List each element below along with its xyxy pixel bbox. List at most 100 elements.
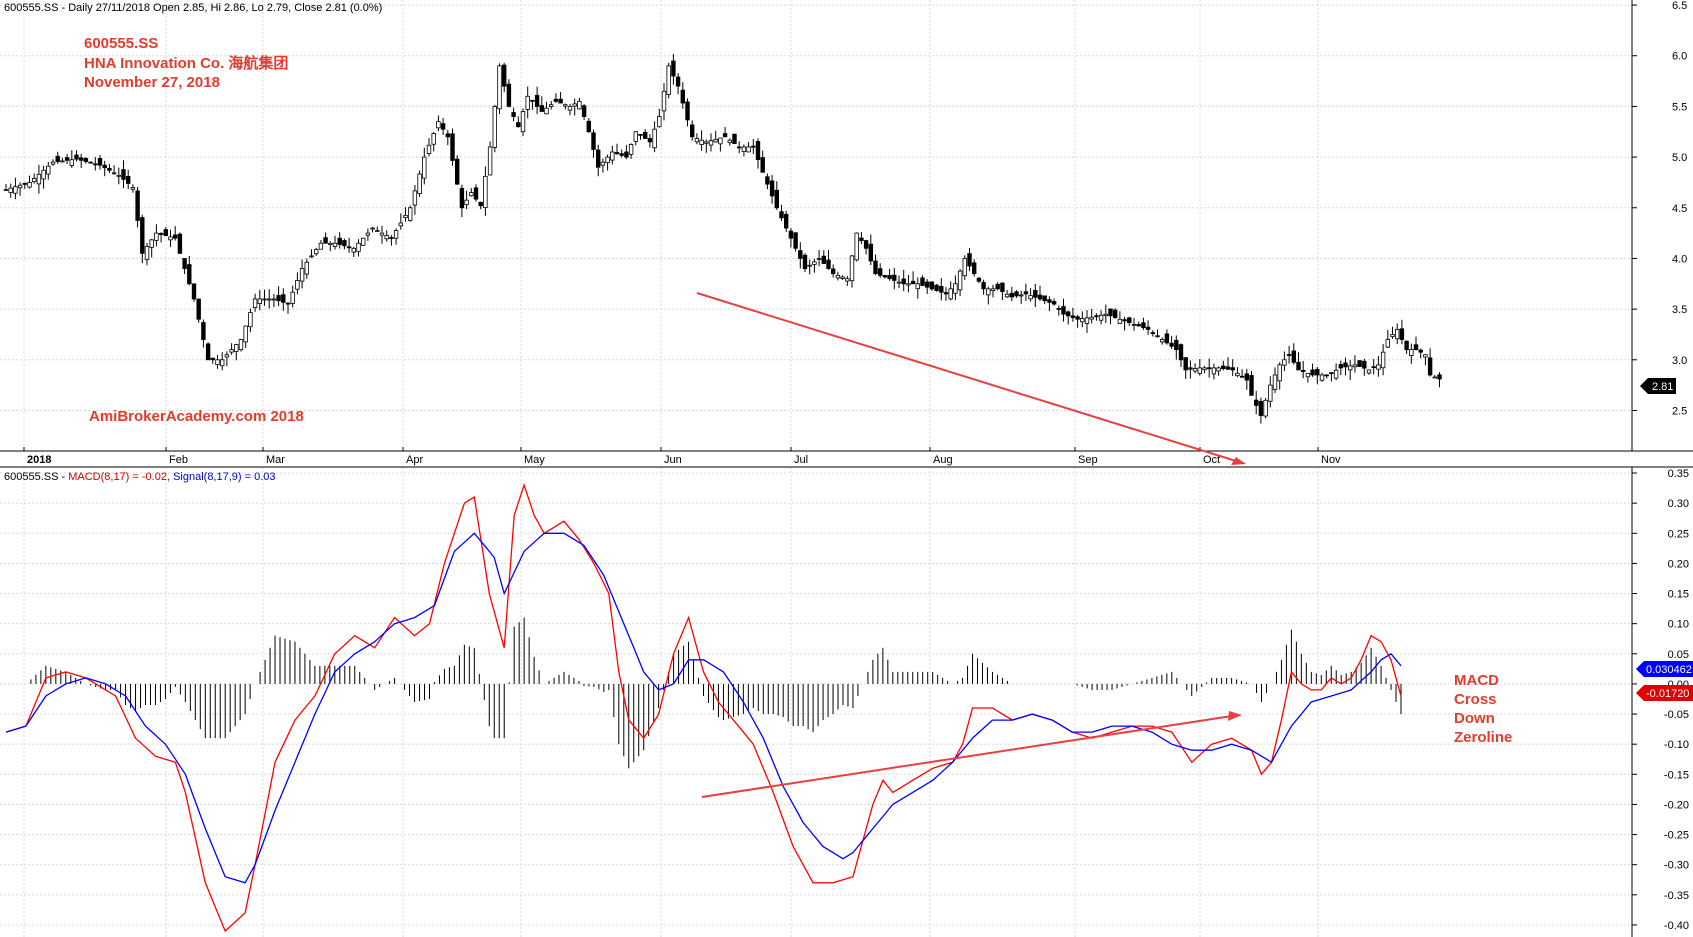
candle bbox=[976, 277, 982, 284]
macd-tick-label: 0.25 bbox=[1668, 528, 1689, 540]
candle-body bbox=[995, 283, 1000, 290]
candle-body bbox=[1249, 375, 1254, 396]
candle bbox=[1019, 290, 1024, 304]
candle bbox=[1131, 318, 1137, 331]
candle bbox=[83, 157, 89, 164]
candle-body bbox=[384, 235, 389, 240]
candle bbox=[1366, 369, 1372, 375]
candle bbox=[680, 82, 685, 109]
candle-body bbox=[567, 106, 573, 111]
x-tick-label: Sep bbox=[1078, 454, 1098, 466]
candle bbox=[957, 269, 963, 297]
candle-body bbox=[1108, 308, 1113, 317]
candle-body bbox=[140, 217, 145, 254]
candle bbox=[1066, 310, 1071, 325]
candle bbox=[74, 150, 79, 162]
candle bbox=[816, 249, 822, 267]
candle-body bbox=[1141, 322, 1146, 329]
annotation-company: HNA Innovation Co. 海航集团 bbox=[84, 54, 288, 72]
candle-body bbox=[765, 176, 770, 185]
candle-body bbox=[403, 214, 408, 218]
candle bbox=[1404, 340, 1409, 354]
candle bbox=[1117, 311, 1123, 324]
candle-body bbox=[1418, 349, 1423, 353]
candle-body bbox=[915, 283, 920, 290]
x-tick-label: Oct bbox=[1203, 454, 1220, 466]
candle-body bbox=[116, 174, 121, 177]
candle bbox=[647, 134, 653, 148]
candle bbox=[567, 103, 573, 116]
candle-body bbox=[976, 277, 982, 282]
candle bbox=[1376, 355, 1381, 377]
candle-body bbox=[473, 187, 479, 200]
candle bbox=[1211, 363, 1217, 380]
candle-body bbox=[1413, 344, 1419, 351]
signal-value-label: -0.01720 bbox=[1646, 688, 1689, 700]
candle bbox=[55, 151, 60, 164]
macd-note-line-1: MACD bbox=[1454, 672, 1499, 689]
candle-body bbox=[680, 89, 685, 104]
candle-body bbox=[1235, 372, 1240, 377]
candle-body bbox=[1070, 315, 1076, 318]
last-price-tag: 2.81 bbox=[1640, 378, 1676, 394]
x-tick-label: Jul bbox=[794, 454, 808, 466]
candle bbox=[506, 79, 512, 108]
candle bbox=[32, 173, 37, 184]
candle-body bbox=[93, 163, 98, 166]
candle-body bbox=[69, 159, 74, 166]
candle-body bbox=[337, 237, 342, 245]
candle-body bbox=[835, 274, 841, 279]
candle-body bbox=[1376, 364, 1381, 370]
candle-body bbox=[699, 139, 704, 145]
candle bbox=[854, 232, 859, 262]
candle bbox=[779, 204, 784, 221]
candle bbox=[1178, 343, 1184, 367]
candle bbox=[934, 283, 939, 292]
candle bbox=[262, 289, 267, 306]
candle-body bbox=[1310, 369, 1315, 376]
candle-body bbox=[144, 246, 150, 260]
candle-body bbox=[694, 138, 700, 143]
candle-body bbox=[520, 111, 526, 133]
candle-body bbox=[281, 294, 286, 303]
candle bbox=[1155, 329, 1160, 338]
candle bbox=[1033, 283, 1038, 308]
macd-histogram-series bbox=[30, 617, 1402, 769]
candle-body bbox=[328, 242, 333, 245]
candle bbox=[581, 104, 587, 120]
candle-body bbox=[553, 98, 559, 102]
candle-body bbox=[1225, 366, 1231, 370]
candle-body bbox=[1169, 342, 1174, 347]
candle bbox=[140, 214, 145, 264]
candle bbox=[812, 258, 817, 273]
candle-body bbox=[370, 227, 375, 230]
candle bbox=[534, 86, 540, 115]
candle-body bbox=[375, 230, 380, 232]
candle bbox=[440, 117, 446, 135]
candle bbox=[1310, 363, 1315, 377]
candle bbox=[473, 184, 479, 202]
candle-body bbox=[1056, 308, 1061, 310]
candle-body bbox=[906, 283, 911, 286]
macd-tick-label: -0.35 bbox=[1664, 890, 1689, 902]
candle-body bbox=[309, 255, 314, 258]
candle bbox=[1268, 376, 1273, 408]
candle-body bbox=[1399, 328, 1405, 340]
candle-body bbox=[323, 237, 328, 244]
candle bbox=[953, 275, 958, 301]
candle-body bbox=[1122, 319, 1127, 322]
candle-body bbox=[591, 132, 596, 150]
candle bbox=[520, 108, 526, 137]
candle-body bbox=[55, 155, 60, 162]
candle-body bbox=[793, 232, 798, 249]
candle bbox=[149, 238, 154, 258]
candle bbox=[572, 98, 577, 116]
candle-body bbox=[643, 131, 648, 139]
candle-body bbox=[346, 246, 352, 249]
candle-body bbox=[544, 107, 549, 115]
candle-body bbox=[530, 99, 535, 102]
candle bbox=[1258, 397, 1264, 424]
candle-body bbox=[511, 112, 516, 117]
candle bbox=[79, 153, 84, 169]
